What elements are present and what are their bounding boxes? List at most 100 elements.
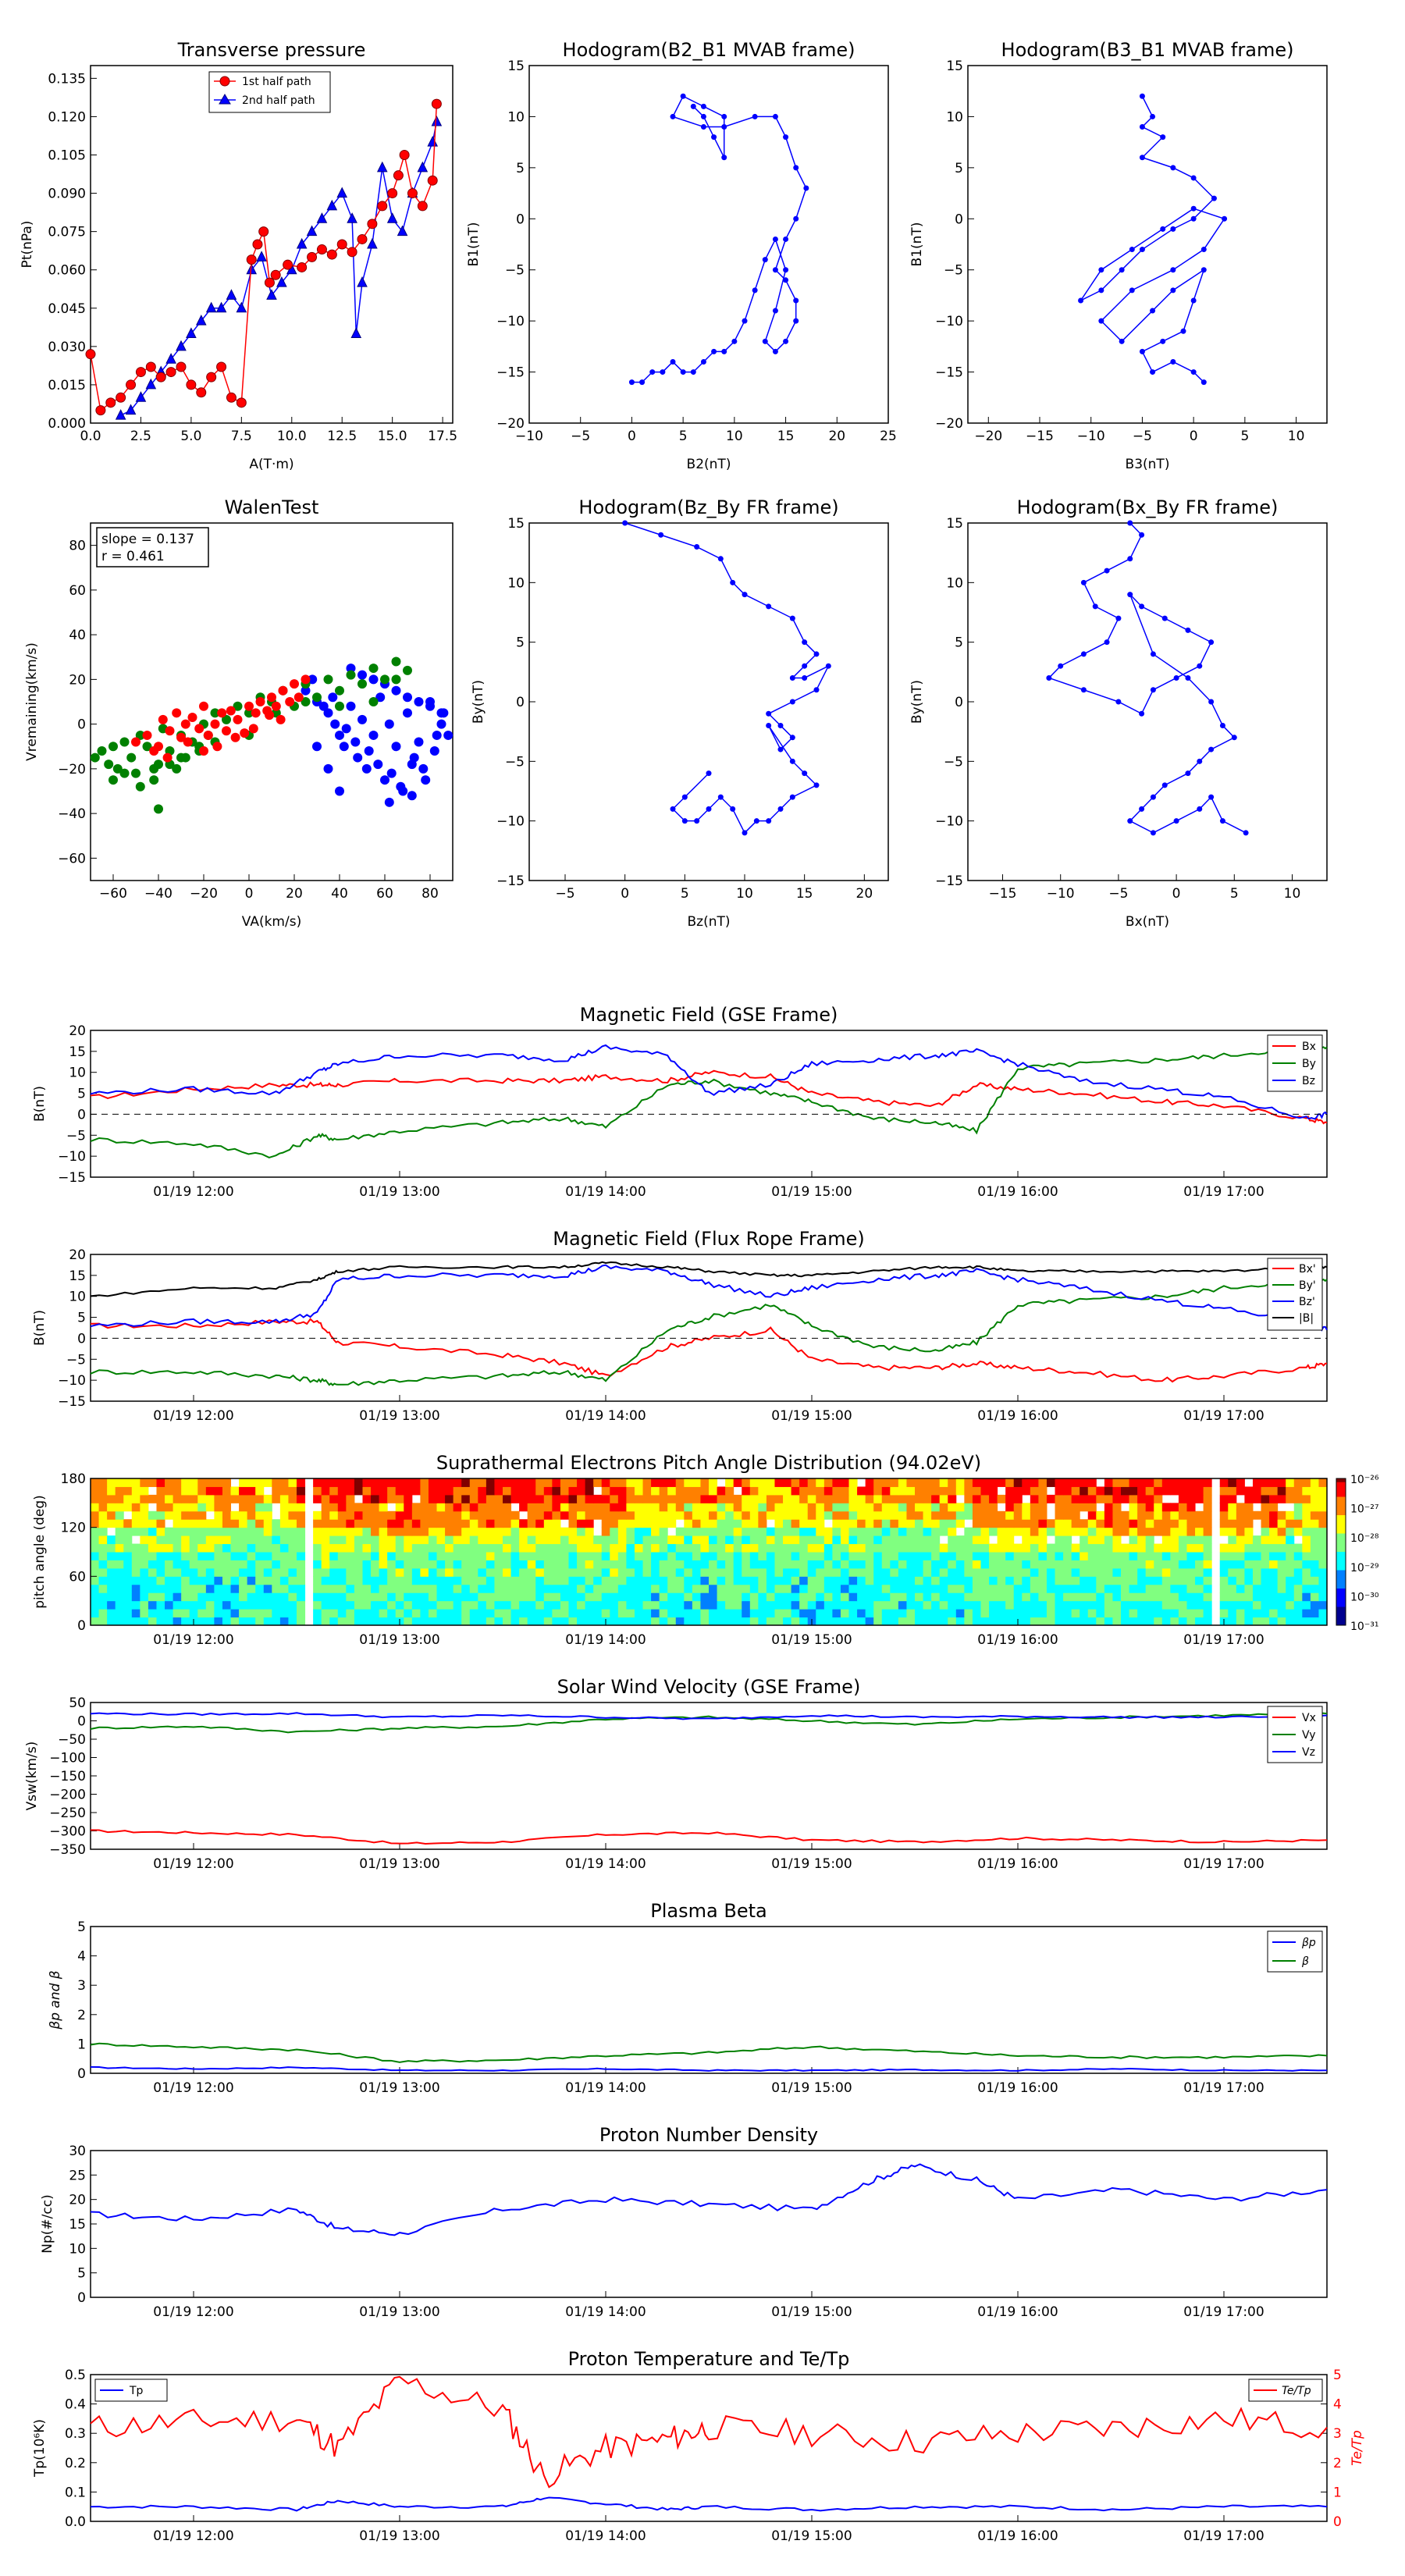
pad-cell [807, 1503, 816, 1512]
pad-cell [890, 1519, 899, 1528]
pad-cell [1293, 1552, 1303, 1560]
pad-cell [1269, 1584, 1279, 1593]
pad-cell [453, 1503, 462, 1512]
h1-point [680, 93, 686, 99]
pad-cell [263, 1527, 272, 1536]
pad-cell [222, 1552, 232, 1560]
pad-cell [923, 1543, 932, 1553]
pad-cell [321, 1567, 330, 1577]
pad-cell [1277, 1584, 1286, 1593]
pad-cell [799, 1503, 809, 1512]
pad-cell [1063, 1543, 1072, 1553]
pad-cell [898, 1600, 907, 1610]
pad-cell [461, 1576, 471, 1585]
pad-cell [725, 1478, 735, 1487]
pad-cell [898, 1552, 907, 1560]
panel-proton-temperature: Proton Temperature and Te/Tp 0.00.10.20.… [32, 2348, 1365, 2544]
pad-cell [749, 1560, 759, 1569]
pad-cell [173, 1510, 182, 1520]
walen-ylabel: Vremaining(km/s) [24, 642, 40, 761]
h4-point [1150, 794, 1156, 800]
pad-cell [1121, 1592, 1130, 1602]
pad-cell [848, 1567, 858, 1577]
pt-xtick-label-7: 17.5 [428, 429, 457, 444]
pad-cell [1228, 1600, 1237, 1610]
pad-cell [165, 1592, 174, 1602]
pad-cell [181, 1617, 190, 1626]
walen-point-green [391, 674, 401, 685]
pad-cell [494, 1535, 503, 1545]
pad-cell [593, 1567, 603, 1577]
pad-cell [321, 1535, 330, 1545]
pad-cell [972, 1552, 981, 1560]
pad-colorbar-label-3: 10⁻²⁹ [1350, 1562, 1379, 1574]
h1-ytick-label-2: −10 [496, 314, 525, 329]
pad-cell [239, 1584, 248, 1593]
pad-cell [1154, 1527, 1163, 1536]
pad-cell [436, 1503, 446, 1512]
pad-cell [857, 1486, 866, 1496]
pad-cell [156, 1535, 165, 1545]
pad-cell [799, 1510, 809, 1520]
pad-cell [997, 1600, 1006, 1610]
pad-cell [840, 1527, 850, 1536]
pad-cell [783, 1494, 792, 1503]
pad-cell [453, 1584, 462, 1593]
pad-cell [362, 1519, 372, 1528]
pad-cell [329, 1617, 339, 1626]
pad-cell [1195, 1567, 1204, 1577]
h3-trajectory [624, 522, 831, 834]
walen-point-green [108, 742, 118, 752]
pad-cell [1302, 1494, 1311, 1503]
pad-cell [610, 1552, 619, 1560]
pad-cell [1046, 1560, 1056, 1569]
pad-cell [972, 1560, 981, 1569]
h2-point [1139, 348, 1145, 354]
pad-cell [659, 1592, 668, 1602]
pad-colorbar-label-0: 10⁻²⁶ [1350, 1474, 1379, 1486]
pad-cell [1071, 1543, 1080, 1553]
walen-point-red [276, 714, 286, 724]
h3-point [658, 532, 664, 538]
vsw-ytick-label-2: −250 [49, 1806, 86, 1821]
pad-cell [1022, 1609, 1031, 1618]
pad-cell [173, 1617, 182, 1626]
pad-cell [955, 1576, 965, 1585]
pad-cell [1104, 1527, 1113, 1536]
np-ytick-label-3: 15 [69, 2217, 86, 2233]
pad-cell [898, 1560, 907, 1569]
pad-cell [279, 1535, 289, 1545]
pad-cell [684, 1543, 693, 1553]
pad-cell [989, 1600, 998, 1610]
pad-cell [906, 1617, 916, 1626]
pad-cell [107, 1478, 116, 1487]
pad-cell [972, 1486, 981, 1496]
pad-cell [651, 1527, 660, 1536]
pad-cell [552, 1510, 561, 1520]
tp-ytick-label-5: 0.5 [65, 2368, 86, 2383]
pad-cell [684, 1567, 693, 1577]
pad-cell [923, 1486, 932, 1496]
pad-cell [346, 1510, 355, 1520]
pad-cell [807, 1592, 816, 1602]
pad-cell [189, 1486, 198, 1496]
pad-cell [568, 1552, 578, 1560]
pad-cell [733, 1576, 742, 1585]
pad-cell [906, 1584, 916, 1593]
walen-point-green [97, 745, 107, 756]
pad-cell [543, 1592, 553, 1602]
pad-cell [197, 1600, 207, 1610]
walen-plot-area [90, 656, 454, 814]
pad-cell [758, 1486, 767, 1496]
pad-cell [313, 1600, 322, 1610]
pad-cell [214, 1567, 223, 1577]
pad-cell [1269, 1576, 1279, 1585]
walen-point-red [131, 737, 140, 747]
pad-cell [585, 1567, 594, 1577]
pad-cell [1080, 1576, 1089, 1585]
np-x-ticks: 01/19 12:00 01/19 13:00 01/19 14:00 01/19 1… [153, 2291, 1264, 2320]
pt-point-1st-half [206, 372, 217, 382]
pad-cell [214, 1609, 223, 1618]
pad-cell [1161, 1527, 1171, 1536]
pad-cell [321, 1494, 330, 1503]
